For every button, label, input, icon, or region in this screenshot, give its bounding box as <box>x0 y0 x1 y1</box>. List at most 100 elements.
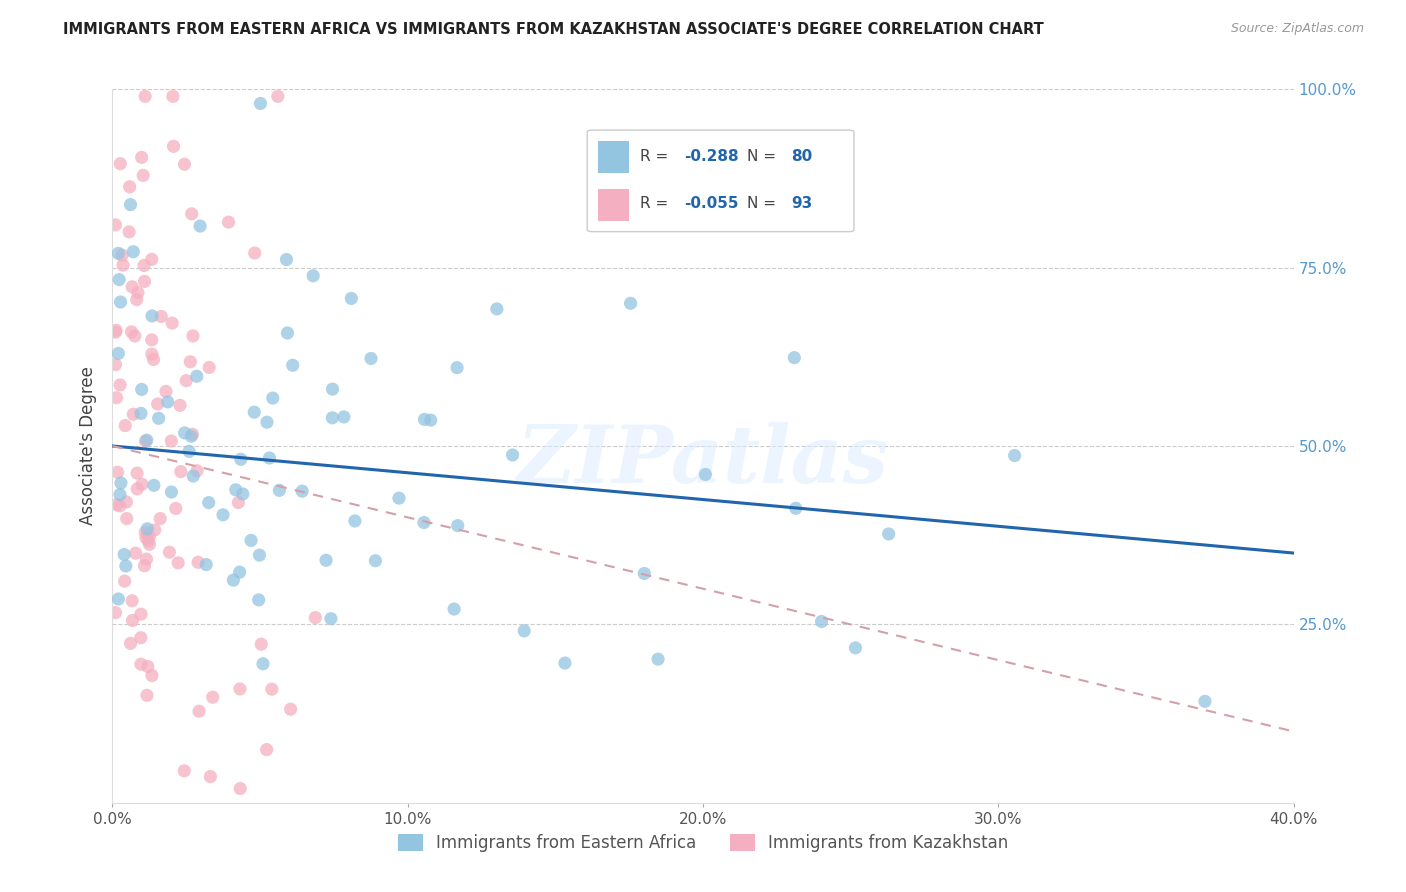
Point <box>173 764 195 778</box>
Point <box>243 405 266 419</box>
Point <box>364 554 387 568</box>
Point <box>122 244 145 259</box>
Point <box>291 484 314 499</box>
Point <box>136 659 159 673</box>
Point <box>155 384 177 399</box>
Text: R =: R = <box>640 149 672 164</box>
Point <box>124 546 146 560</box>
Point <box>131 150 153 164</box>
Point <box>162 89 184 103</box>
Point <box>118 225 141 239</box>
Point <box>179 444 201 458</box>
Point <box>110 156 132 170</box>
Point <box>138 533 160 548</box>
Point <box>173 157 195 171</box>
Point <box>267 89 290 103</box>
Text: IMMIGRANTS FROM EASTERN AFRICA VS IMMIGRANTS FROM KAZAKHSTAN ASSOCIATE'S DEGREE : IMMIGRANTS FROM EASTERN AFRICA VS IMMIGR… <box>63 22 1045 37</box>
Point <box>502 448 524 462</box>
Text: 80: 80 <box>792 149 813 164</box>
Point <box>262 391 284 405</box>
Point <box>105 391 128 405</box>
Point <box>256 415 278 429</box>
Point <box>134 525 156 540</box>
Point <box>179 355 201 369</box>
Point <box>186 369 208 384</box>
Point <box>142 352 165 367</box>
Point <box>419 413 441 427</box>
Point <box>1194 694 1216 708</box>
Point <box>1004 449 1026 463</box>
Point <box>269 483 291 498</box>
Point <box>107 346 129 360</box>
Point <box>388 491 411 505</box>
Point <box>187 555 209 569</box>
Legend: Immigrants from Eastern Africa, Immigrants from Kazakhstan: Immigrants from Eastern Africa, Immigran… <box>391 827 1015 859</box>
Point <box>146 397 169 411</box>
Point <box>108 487 131 501</box>
Point <box>212 508 235 522</box>
Point <box>222 573 245 587</box>
Point <box>121 325 143 339</box>
Point <box>135 434 157 449</box>
Point <box>256 742 278 756</box>
Point <box>134 89 156 103</box>
Point <box>149 511 172 525</box>
Point <box>135 531 157 545</box>
Point <box>877 527 900 541</box>
Point <box>141 668 163 682</box>
Point <box>322 382 344 396</box>
Point <box>250 637 273 651</box>
Point <box>104 606 127 620</box>
Text: N =: N = <box>747 195 780 211</box>
Point <box>111 248 134 262</box>
Point <box>156 395 179 409</box>
Point <box>280 702 302 716</box>
Point <box>165 501 187 516</box>
Point <box>315 553 337 567</box>
Point <box>105 323 128 337</box>
Point <box>162 139 184 153</box>
Point <box>619 296 641 310</box>
Point <box>108 273 131 287</box>
Point <box>810 615 832 629</box>
Point <box>188 704 211 718</box>
Point <box>157 545 180 559</box>
Point <box>120 197 142 211</box>
Point <box>181 329 204 343</box>
Point <box>110 295 132 310</box>
Point <box>129 657 152 672</box>
Point <box>229 452 252 467</box>
Point <box>122 407 145 421</box>
Point <box>247 593 270 607</box>
Point <box>554 656 576 670</box>
Point <box>186 464 208 478</box>
Point <box>107 246 129 260</box>
Text: Source: ZipAtlas.com: Source: ZipAtlas.com <box>1230 22 1364 36</box>
Point <box>485 301 508 316</box>
Point <box>633 566 655 581</box>
Point <box>276 252 298 267</box>
Text: R =: R = <box>640 195 672 211</box>
Point <box>174 374 197 388</box>
Point <box>121 594 143 608</box>
Point <box>108 377 131 392</box>
Point <box>120 636 142 650</box>
Point <box>302 268 325 283</box>
Point <box>228 495 250 509</box>
Point <box>138 537 160 551</box>
Point <box>150 310 173 324</box>
Point <box>125 293 148 307</box>
Point <box>198 360 221 375</box>
Point <box>131 477 153 491</box>
Point <box>112 548 135 562</box>
Point <box>129 607 152 622</box>
Point <box>143 523 166 537</box>
Point <box>105 498 128 512</box>
Point <box>121 280 143 294</box>
Point <box>229 681 252 696</box>
Point <box>443 602 465 616</box>
Point <box>112 258 135 272</box>
Text: -0.288: -0.288 <box>683 149 738 164</box>
Point <box>121 614 143 628</box>
Point <box>259 450 281 465</box>
